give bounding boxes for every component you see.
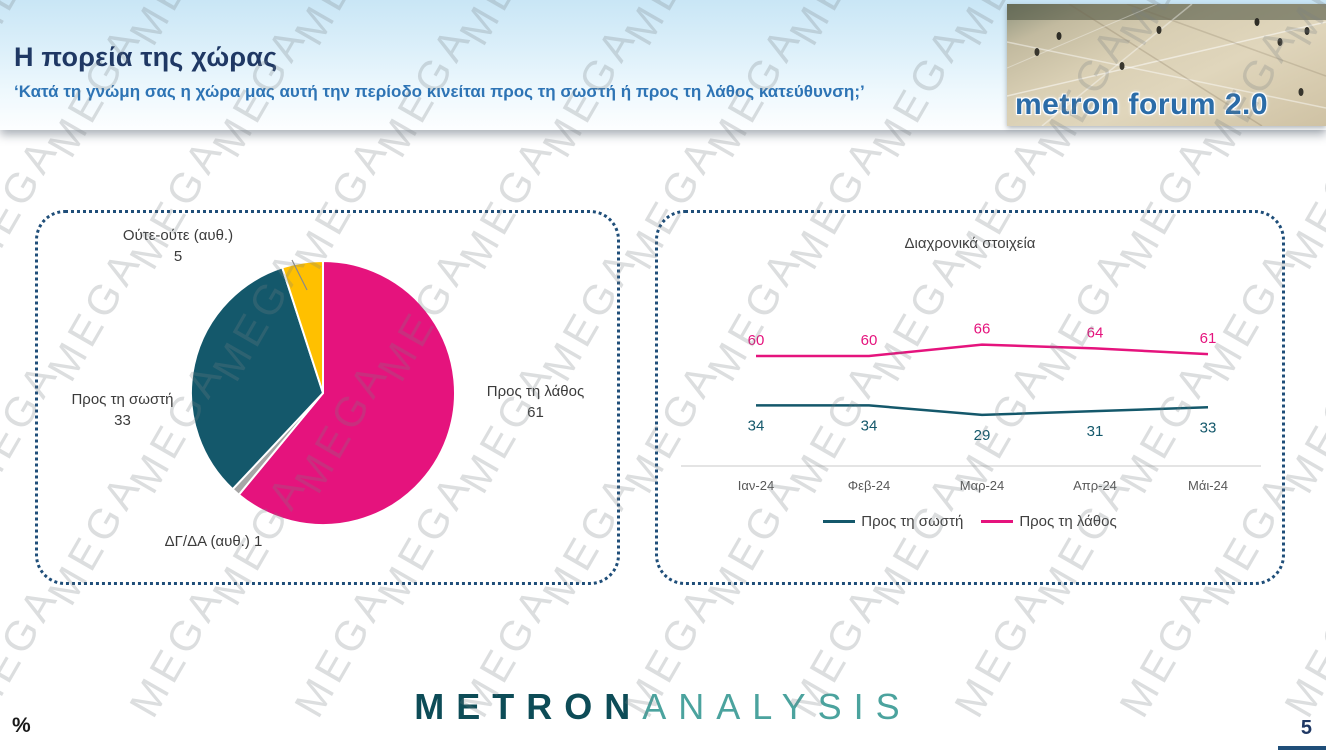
percent-note: % <box>12 714 31 737</box>
svg-text:Μαρ-24: Μαρ-24 <box>960 478 1005 493</box>
line-chart: Ιαν-24 Φεβ-24 Μαρ-24 Απρ-24 Μάι-24 34 34 29 31 33… <box>681 321 1261 493</box>
bottom-right-rule <box>1278 746 1326 750</box>
page-number: 5 <box>1300 717 1312 739</box>
pie-label-right-direction: Προς τη σωστή 33 <box>50 389 195 431</box>
legend-label-wrong-direction: Προς τη λάθος <box>1019 513 1117 530</box>
svg-text:Ιαν-24: Ιαν-24 <box>738 478 774 493</box>
logo-analysis: ANALYSIS <box>642 686 912 727</box>
svg-text:66: 66 <box>974 321 991 338</box>
pie-label-wrong-text: Προς τη λάθος <box>486 383 585 400</box>
pie-label-neither-text: Ούτε-ούτε (αυθ.) <box>122 227 234 244</box>
svg-text:29: 29 <box>974 427 991 444</box>
legend-item-wrong-direction: Προς τη λάθος <box>973 513 1124 530</box>
svg-text:61: 61 <box>1200 330 1217 347</box>
metron-analysis-logo: METRONANALYSIS <box>0 686 1326 728</box>
pie-label-right-value: 33 <box>114 412 131 429</box>
pie-label-wrong-value: 61 <box>527 404 544 421</box>
legend-label-right-direction: Προς τη σωστή <box>861 513 964 530</box>
pie-label-right-text: Προς τη σωστή <box>71 391 174 408</box>
line-chart-title: Διαχρονικά στοιχεία <box>904 235 1036 252</box>
legend-swatch-right-direction <box>823 520 856 523</box>
svg-text:Φεβ-24: Φεβ-24 <box>848 478 890 493</box>
line-chart-legend: Προς τη σωστή Προς τη λάθος <box>658 513 1282 530</box>
page-subtitle: ‘Κατά τη γνώμη σας η χώρα μας αυτή την π… <box>14 82 865 101</box>
line-panel: Διαχρονικά στοιχεία Ιαν-24 Φεβ-24 Μαρ-24 Απ… <box>655 210 1285 585</box>
svg-text:60: 60 <box>748 332 765 349</box>
plaza-photo: metron forum 2.0 <box>1007 4 1326 126</box>
svg-text:34: 34 <box>861 417 878 434</box>
pie-chart <box>190 259 456 526</box>
header-band: Η πορεία της χώρας ‘Κατά τη γνώμη σας η … <box>0 0 1326 130</box>
plaza-photo-graphic <box>1007 4 1326 126</box>
pie-label-dk-text: ΔΓ/ΔΑ (αυθ.) <box>164 533 250 550</box>
pie-label-neither: Ούτε-ούτε (αυθ.) 5 <box>93 225 263 267</box>
pie-label-wrong-direction: Προς τη λάθος 61 <box>463 381 608 423</box>
pie-label-neither-value: 5 <box>173 248 183 265</box>
svg-text:31: 31 <box>1087 423 1104 440</box>
svg-text:64: 64 <box>1087 324 1104 341</box>
svg-text:34: 34 <box>748 417 765 434</box>
svg-text:60: 60 <box>861 332 878 349</box>
legend-item-right-direction: Προς τη σωστή <box>815 513 971 530</box>
pie-label-dk-value: 1 <box>254 533 263 550</box>
brand-logo-text: metron forum 2.0 <box>1015 88 1269 121</box>
page-title: Η πορεία της χώρας <box>14 42 278 72</box>
legend-swatch-wrong-direction <box>981 520 1014 523</box>
pie-panel: Ούτε-ούτε (αυθ.) 5 Προς τη λάθος 61 Προς… <box>35 210 620 585</box>
logo-metron: METRON <box>414 686 643 727</box>
svg-text:33: 33 <box>1200 419 1217 436</box>
svg-text:Απρ-24: Απρ-24 <box>1073 478 1117 493</box>
svg-text:Μάι-24: Μάι-24 <box>1188 478 1228 493</box>
pie-label-dk-na: ΔΓ/ΔΑ (αυθ.) 1 <box>126 531 301 552</box>
